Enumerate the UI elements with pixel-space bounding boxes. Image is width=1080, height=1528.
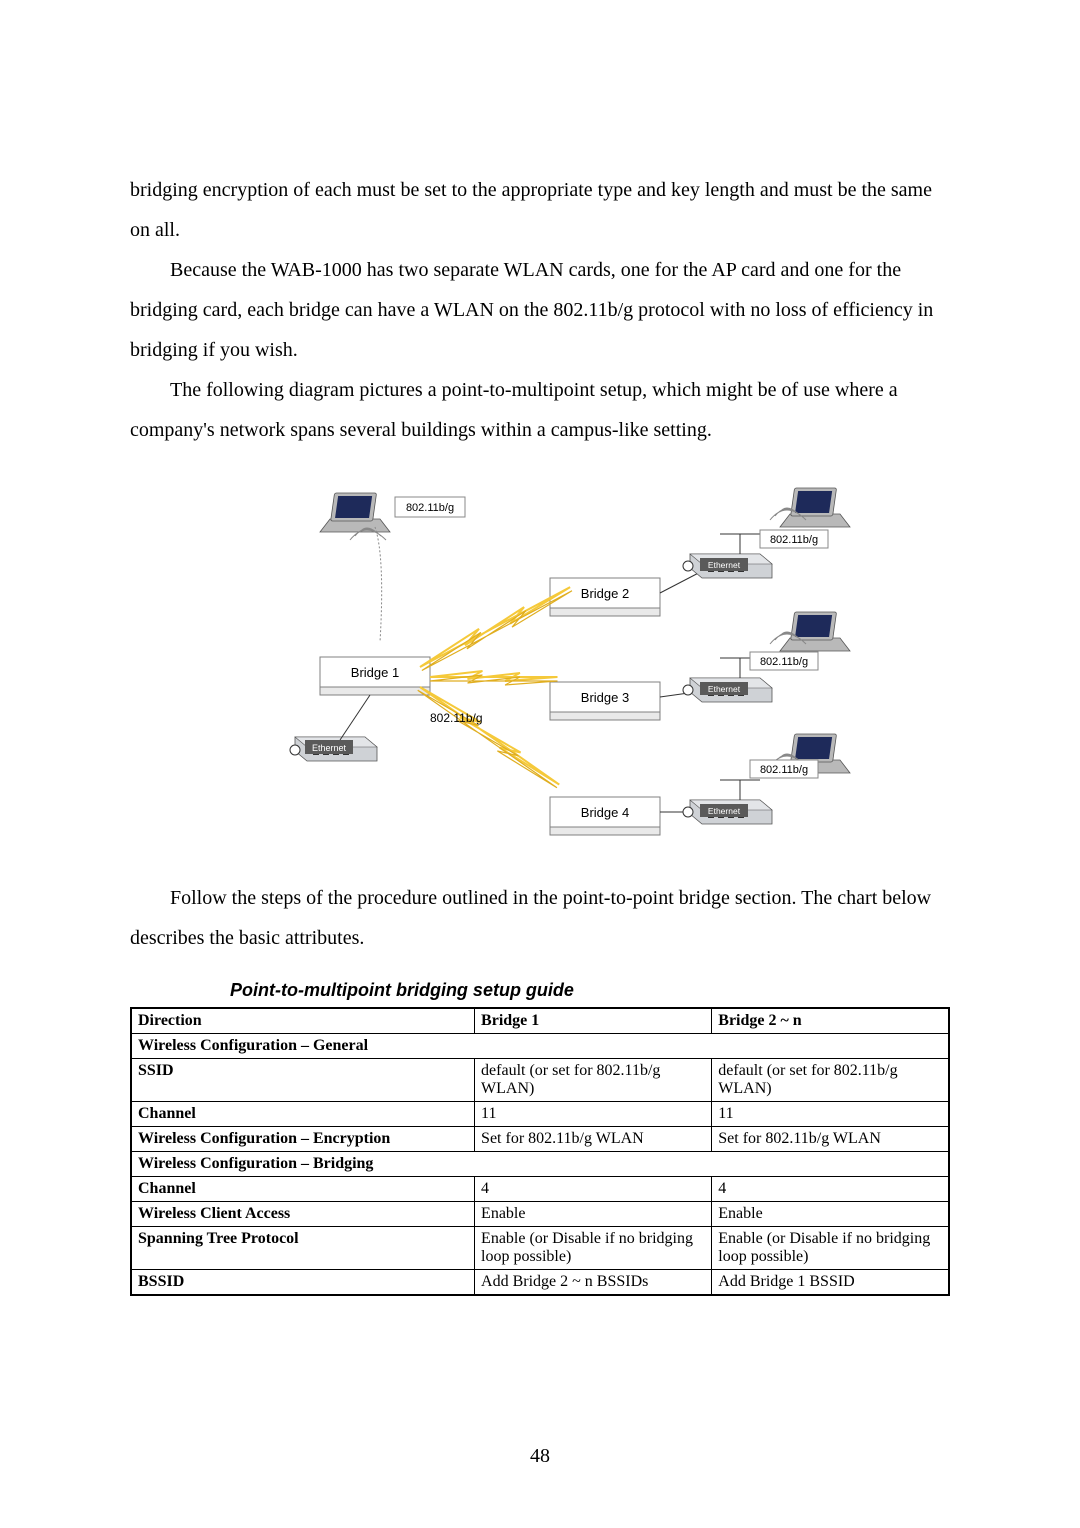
proto-label-b3: 802.11b/g bbox=[760, 656, 808, 668]
cell-chb-b1: 4 bbox=[475, 1177, 712, 1202]
eth-label-b2: Ethernet bbox=[708, 560, 741, 570]
setup-guide-table: Direction Bridge 1 Bridge 2 ~ n Wireless… bbox=[130, 1007, 950, 1296]
bridge-1-box: Bridge 1 bbox=[320, 657, 430, 695]
cell-enc-b1: Set for 802.11b/g WLAN bbox=[475, 1127, 712, 1152]
cell-bssid-bn: Add Bridge 1 BSSID bbox=[712, 1270, 949, 1296]
table-row: BSSID Add Bridge 2 ~ n BSSIDs Add Bridge… bbox=[131, 1270, 949, 1296]
eth-label-b3: Ethernet bbox=[708, 684, 741, 694]
cell-chg-label: Channel bbox=[131, 1102, 475, 1127]
header-bridgen: Bridge 2 ~ n bbox=[712, 1008, 949, 1034]
cell-ssid-label: SSID bbox=[131, 1059, 475, 1102]
paragraph-4: Follow the steps of the procedure outlin… bbox=[130, 878, 950, 958]
bridge-4-box: Bridge 4 bbox=[550, 797, 660, 835]
cell-stp-label: Spanning Tree Protocol bbox=[131, 1227, 475, 1270]
section-general: Wireless Configuration – General bbox=[131, 1034, 949, 1059]
bridge-2-label: Bridge 2 bbox=[581, 586, 629, 601]
bridge-3-box: Bridge 3 bbox=[550, 682, 660, 720]
cell-stp-b1: Enable (or Disable if no bridging loop p… bbox=[475, 1227, 712, 1270]
table-row: SSID default (or set for 802.11b/g WLAN)… bbox=[131, 1059, 949, 1102]
diagram-container: Bridge 1 Bridge 2 Bridge 3 Bridge 4 bbox=[130, 462, 950, 862]
bridge-1-label: Bridge 1 bbox=[351, 665, 399, 680]
header-bridge1: Bridge 1 bbox=[475, 1008, 712, 1034]
page-number: 48 bbox=[0, 1445, 1080, 1468]
table-row: Channel 4 4 bbox=[131, 1177, 949, 1202]
bridge-4-label: Bridge 4 bbox=[581, 805, 629, 820]
section-encryption: Wireless Configuration – Encryption bbox=[131, 1127, 475, 1152]
cell-ssid-b1: default (or set for 802.11b/g WLAN) bbox=[475, 1059, 712, 1102]
table-row: Wireless Configuration – Encryption Set … bbox=[131, 1127, 949, 1152]
cell-wca-bn: Enable bbox=[712, 1202, 949, 1227]
cell-wca-b1: Enable bbox=[475, 1202, 712, 1227]
cell-chb-label: Channel bbox=[131, 1177, 475, 1202]
cell-bssid-b1: Add Bridge 2 ~ n BSSIDs bbox=[475, 1270, 712, 1296]
table-row: Wireless Client Access Enable Enable bbox=[131, 1202, 949, 1227]
proto-label-b2: 802.11b/g bbox=[770, 534, 818, 546]
cell-wca-label: Wireless Client Access bbox=[131, 1202, 475, 1227]
cell-chg-bn: 11 bbox=[712, 1102, 949, 1127]
table-row: Spanning Tree Protocol Enable (or Disabl… bbox=[131, 1227, 949, 1270]
table-section-row: Wireless Configuration – General bbox=[131, 1034, 949, 1059]
proto-label-b4: 802.11b/g bbox=[760, 764, 808, 776]
table-row: Channel 11 11 bbox=[131, 1102, 949, 1127]
cell-chb-bn: 4 bbox=[712, 1177, 949, 1202]
cell-bssid-label: BSSID bbox=[131, 1270, 475, 1296]
table-section-row: Wireless Configuration – Bridging bbox=[131, 1152, 949, 1177]
section-bridging: Wireless Configuration – Bridging bbox=[131, 1152, 949, 1177]
paragraph-3: The following diagram pictures a point-t… bbox=[130, 370, 950, 450]
cell-stp-bn: Enable (or Disable if no bridging loop p… bbox=[712, 1227, 949, 1270]
proto-label-left: 802.11b/g bbox=[406, 502, 454, 514]
paragraph-1: bridging encryption of each must be set … bbox=[130, 170, 950, 250]
header-direction: Direction bbox=[131, 1008, 475, 1034]
table-caption: Point-to-multipoint bridging setup guide bbox=[230, 980, 950, 1001]
network-diagram: Bridge 1 Bridge 2 Bridge 3 Bridge 4 bbox=[220, 462, 860, 862]
eth-label-b4: Ethernet bbox=[708, 806, 741, 816]
cell-chg-b1: 11 bbox=[475, 1102, 712, 1127]
bridge-3-label: Bridge 3 bbox=[581, 690, 629, 705]
paragraph-2: Because the WAB-1000 has two separate WL… bbox=[130, 250, 950, 370]
bridge-2-box: Bridge 2 bbox=[550, 578, 660, 616]
cell-enc-bn: Set for 802.11b/g WLAN bbox=[712, 1127, 949, 1152]
cell-ssid-bn: default (or set for 802.11b/g WLAN) bbox=[712, 1059, 949, 1102]
proto-label-1: 802.11b/g bbox=[430, 711, 483, 725]
table-header-row: Direction Bridge 1 Bridge 2 ~ n bbox=[131, 1008, 949, 1034]
eth-label-left: Ethernet bbox=[312, 743, 347, 753]
document-page: bridging encryption of each must be set … bbox=[0, 0, 1080, 1528]
